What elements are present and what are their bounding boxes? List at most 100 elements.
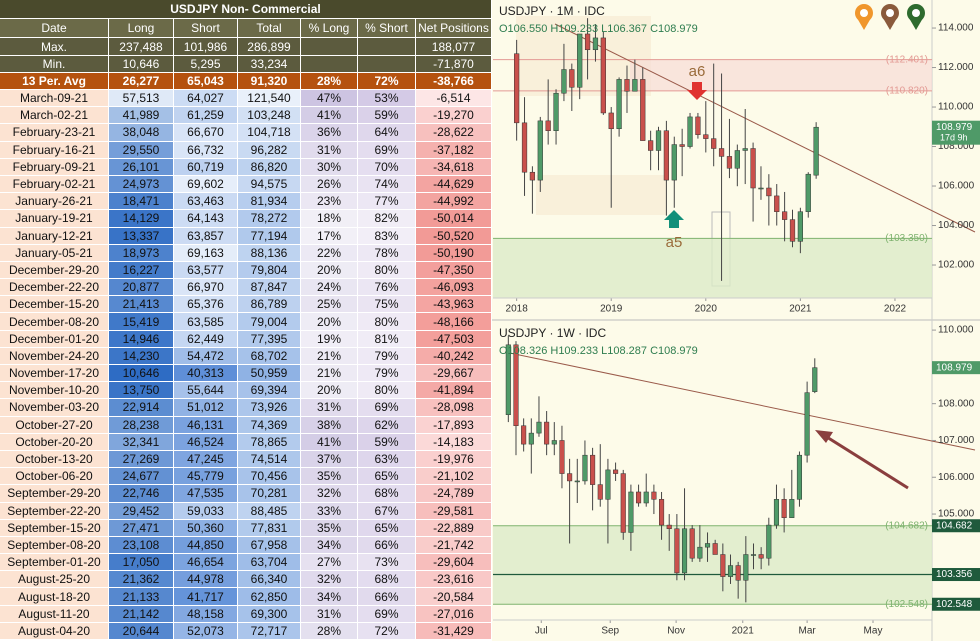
table-cell: 96,282	[238, 141, 301, 159]
table-cell: 237,488	[109, 38, 174, 56]
pin-icon[interactable]	[855, 4, 873, 30]
table-cell: -29,667	[416, 365, 492, 383]
candle-body	[718, 148, 725, 157]
y-tick-label: 105.000	[938, 509, 975, 520]
table-cell: 69%	[358, 605, 416, 623]
table-cell: August-04-20	[0, 622, 109, 640]
x-tick-label: 2018	[506, 304, 529, 315]
candle-body	[561, 69, 567, 94]
table-cell: 63,585	[174, 313, 238, 331]
table-row: Date Long Short Total% Long% Short Net Posit…	[0, 19, 492, 38]
table-cell: December-08-20	[0, 313, 109, 331]
table-cell: 20%	[301, 313, 358, 331]
x-tick-label: 2022	[884, 304, 907, 315]
table-cell: 66,732	[174, 141, 238, 159]
table-cell: November-17-20	[0, 365, 109, 383]
table-cell: 32,341	[109, 433, 174, 451]
table-cell: 65%	[358, 468, 416, 486]
table-cell: -21,102	[416, 468, 492, 486]
table-cell: 86,820	[238, 158, 301, 176]
candle-body	[758, 187, 764, 190]
box	[536, 175, 666, 215]
candle-body	[743, 554, 749, 581]
table-cell: 27,269	[109, 450, 174, 469]
table-cell: 94,575	[238, 175, 301, 194]
candle-body	[750, 148, 756, 189]
table-cell: 20,877	[109, 279, 174, 297]
table-cell	[358, 38, 416, 56]
table-cell: 33%	[301, 502, 358, 520]
table-row: February-16-21 29,550 66,732 96,282 31% 69% -3…	[0, 141, 492, 159]
price-tag	[932, 597, 980, 611]
table-cell: August-18-20	[0, 588, 109, 606]
table-cell: March-09-21	[0, 90, 109, 108]
table-cell: December-15-20	[0, 296, 109, 314]
table-row: October-27-20 28,238 46,131 74,369 38% 62% -17…	[0, 416, 492, 434]
table-cell: 74%	[358, 175, 416, 194]
candle-body	[679, 144, 685, 147]
table-cell: 79,804	[238, 261, 301, 280]
level-label: (110.820)	[886, 85, 928, 96]
candle-body	[505, 344, 511, 415]
table-row: January-12-21 13,337 63,857 77,194 17% 83% -50…	[0, 227, 492, 245]
table-cell: 50,959	[238, 365, 301, 383]
table-cell: 21,142	[109, 605, 174, 623]
pin-icon[interactable]	[881, 4, 899, 30]
table-cell: 88,136	[238, 244, 301, 262]
table-cell: 87,847	[238, 279, 301, 297]
table-cell: -17,893	[416, 416, 492, 434]
table-cell: 48,158	[174, 605, 238, 623]
candle-body	[697, 546, 703, 559]
candle-body	[536, 421, 542, 434]
table-cell: 62%	[358, 416, 416, 434]
y-tick-label: 108.000	[938, 141, 975, 152]
table-cell: 77,395	[238, 330, 301, 348]
table-cell: 66,970	[174, 279, 238, 297]
table-cell: 17%	[301, 227, 358, 245]
candle-body	[758, 554, 764, 559]
table-cell: -38,766	[416, 73, 492, 90]
candle-body	[766, 187, 772, 197]
candle-body	[712, 543, 718, 555]
candle-body	[674, 528, 680, 574]
candle-body	[608, 112, 614, 130]
table-cell: -44,992	[416, 193, 492, 211]
table-cell: 47,535	[174, 485, 238, 503]
toolbar-icons	[855, 4, 925, 30]
table-cell: 66%	[358, 588, 416, 606]
table-cell: 72%	[358, 622, 416, 640]
price-tag-label: 108.979	[936, 362, 973, 373]
table-row: January-05-21 18,973 69,163 88,136 22% 78% -50…	[0, 244, 492, 262]
table-cell: -31,429	[416, 622, 492, 640]
annotation: a5	[666, 234, 683, 251]
table-cell: 13,750	[109, 382, 174, 400]
table-row: August-04-20 20,644 52,073 72,717 28% 72% -31,…	[0, 622, 492, 640]
table-cell: 29,452	[109, 502, 174, 520]
table-row: November-17-20 10,646 40,313 50,959 21% 79% -2…	[0, 365, 492, 383]
x-tick-label: Nov	[667, 626, 685, 637]
table-row: February-23-21 38,048 66,670 104,718 36% 64% -…	[0, 124, 492, 142]
table-cell: 69,163	[174, 244, 238, 262]
table-cell: 41%	[301, 433, 358, 451]
table-cell: 62,449	[174, 330, 238, 348]
table-cell: November-10-20	[0, 382, 109, 400]
candle-body	[545, 120, 551, 131]
table-cell: 65,376	[174, 296, 238, 314]
candle-body	[574, 480, 580, 483]
table-cell: 65,043	[174, 73, 238, 90]
candle-body	[597, 484, 603, 500]
table-cell	[301, 56, 358, 73]
column-header: Date	[0, 19, 109, 38]
table-cell: 77,194	[238, 227, 301, 245]
table-cell: 24%	[301, 279, 358, 297]
table-cell: 74,514	[238, 450, 301, 469]
table-cell: 70%	[358, 158, 416, 176]
table-cell: 46,654	[174, 554, 238, 572]
table-row: August-11-20 21,142 48,158 69,300 31% 69% -27,…	[0, 605, 492, 623]
y-tick-label: 112.000	[938, 62, 974, 73]
table-cell: -37,182	[416, 141, 492, 159]
table-row: August-25-20 21,362 44,978 66,340 32% 68% -23,…	[0, 571, 492, 589]
table-cell: 20%	[301, 261, 358, 280]
pin-icon[interactable]	[907, 4, 925, 30]
table-cell: -19,976	[416, 450, 492, 469]
